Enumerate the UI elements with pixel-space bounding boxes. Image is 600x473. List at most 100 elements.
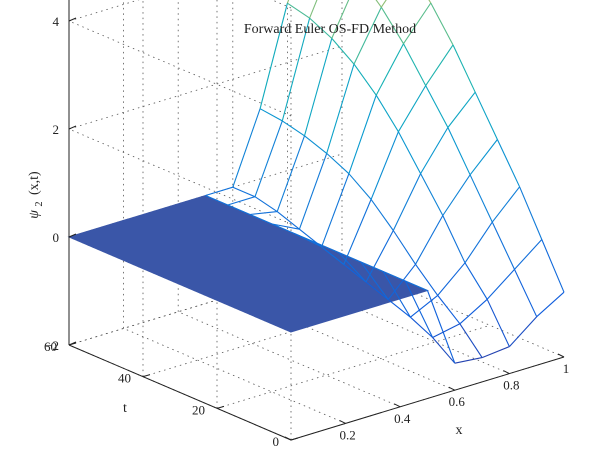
x-tick-label-1: 0.2 xyxy=(339,427,355,442)
surface-line-t-10-2 xyxy=(259,3,288,109)
surface-line-t-3-0 xyxy=(360,261,389,300)
x-axis-label: x xyxy=(456,423,463,438)
surface-line-x-1-2 xyxy=(387,299,411,318)
surface-line-t-1-1 xyxy=(432,323,461,338)
surface-line-t-5-3 xyxy=(397,85,427,132)
surface-line-t-4-3 xyxy=(420,127,449,174)
surface-line-t-9-2 xyxy=(281,17,311,122)
surface-line-x-0-6 xyxy=(271,223,295,235)
surface-line-x-4-6 xyxy=(380,6,404,44)
t-tick-label-0: 0 xyxy=(273,434,280,449)
x-tick-mark-2 xyxy=(393,403,401,408)
surface-line-t-4-1 xyxy=(365,230,394,283)
surface-line-x-1-3 xyxy=(365,281,389,301)
surface-line-t-3-4 xyxy=(469,139,498,176)
t-tick-mark-0 xyxy=(290,437,299,441)
t-tick-mark-1 xyxy=(216,405,225,409)
surface-line-t-8-2 xyxy=(303,38,333,136)
surface-line-t-1-0 xyxy=(404,280,434,338)
surface-line-t-6-1 xyxy=(321,173,350,247)
surface-line-x-4-5 xyxy=(403,43,427,86)
surface-line-x-3-6 xyxy=(353,63,377,96)
surface-line-x-1-7 xyxy=(276,211,300,230)
grid-line-floor-t-1 xyxy=(216,324,491,409)
z-tick-mark-2 xyxy=(68,125,77,130)
surface-line-t-5-4 xyxy=(425,44,454,86)
z-axis-label: ψ 2 (x,t) xyxy=(27,171,46,219)
t-axis-label: t xyxy=(123,401,127,416)
surface-line-x-0-3 xyxy=(338,251,362,263)
z-axis-label-symbol: ψ xyxy=(27,210,42,219)
surface-plateau xyxy=(67,194,429,333)
surface-line-x-4-3 xyxy=(447,127,471,176)
surface-line-x-4-4 xyxy=(425,85,449,128)
surface-line-x-2-2 xyxy=(415,263,439,296)
surface-line-x-2-4 xyxy=(370,199,394,231)
surface-line-x-0-9 xyxy=(205,194,228,206)
x-tick-mark-3 xyxy=(448,386,456,391)
x-tick-label-5: 1 xyxy=(563,361,570,376)
surface-line-x-5-5 xyxy=(430,2,454,46)
surface-line-x-3-9 xyxy=(287,2,310,19)
t-tick-mark-2 xyxy=(142,374,151,378)
t-tick-label-2: 40 xyxy=(118,371,131,386)
x-tick-label-3: 0.6 xyxy=(449,394,466,409)
surface-line-t-9-3 xyxy=(309,0,318,19)
surface-line-t-0-1 xyxy=(454,357,483,364)
surface-line-t-2-4 xyxy=(491,186,521,223)
surface-line-x-3-4 xyxy=(397,131,422,174)
z-tick-mark-1 xyxy=(68,233,77,238)
x-axis-line xyxy=(290,356,565,441)
surface-line-t-4-0 xyxy=(338,252,367,283)
z-tick-mark-0 xyxy=(68,341,77,346)
surface-line-t-1-4 xyxy=(514,239,543,270)
surface-line-t-7-0 xyxy=(271,223,300,230)
surface-line-t-9-0 xyxy=(227,196,256,206)
z-tick-label-2: 2 xyxy=(53,122,60,137)
z-axis-label-subscript: 2 xyxy=(34,202,45,207)
surface-line-t-4-4 xyxy=(447,91,476,128)
surface-line-t-0-4 xyxy=(536,291,565,318)
surface-line-t-5-2 xyxy=(370,131,399,200)
surface-line-t-2-3 xyxy=(464,221,493,264)
surface-line-x-5-4 xyxy=(452,44,476,93)
t-tick-label-3: 60 xyxy=(44,339,57,354)
surface-line-x-4-1 xyxy=(491,221,515,270)
surface-line-x-1-4 xyxy=(343,263,367,283)
surface-line-t-10-3 xyxy=(286,0,290,4)
surface-line-x-1-9 xyxy=(232,186,256,198)
chart-title: Forward Euler OS-FD Method xyxy=(244,22,416,37)
surface-line-t-7-4 xyxy=(380,0,387,8)
surface-line-x-4-7 xyxy=(375,0,382,8)
surface-line-x-2-0 xyxy=(459,323,483,358)
z-axis-label-args: (x,t) xyxy=(27,171,42,195)
z-tick-label-0: −2 xyxy=(45,338,59,353)
surface-line-x-2-3 xyxy=(392,230,416,265)
surface-line-t-3-2 xyxy=(415,215,444,265)
x-tick-mark-0 xyxy=(284,436,292,441)
y-axis-line xyxy=(68,344,292,441)
surface-line-x-3-8 xyxy=(309,17,333,39)
surface-line-x-1-0 xyxy=(432,337,456,364)
surface-line-x-0-7 xyxy=(249,213,273,225)
surface-line-x-3-3 xyxy=(420,173,444,216)
surface-line-t-7-3 xyxy=(353,6,382,65)
surface-line-x-3-7 xyxy=(331,38,355,65)
surface-line-t-10-0 xyxy=(205,186,233,197)
surface-line-x-2-1 xyxy=(437,295,461,325)
surface-line-t-6-3 xyxy=(375,43,404,96)
surface-line-x-5-1 xyxy=(519,186,543,240)
surface-line-x-5-3 xyxy=(474,91,498,140)
surface-line-t-6-4 xyxy=(403,2,432,45)
z-tick-label-3: 4 xyxy=(53,14,60,29)
surface-line-t-10-1 xyxy=(232,108,261,188)
surface-line-x-0-0 xyxy=(405,280,428,292)
x-tick-mark-5 xyxy=(557,353,565,358)
surface-line-t-6-2 xyxy=(348,95,377,174)
surface-line-t-1-2 xyxy=(459,298,488,325)
surface-line-x-3-1 xyxy=(464,262,488,300)
surface-line-x-5-2 xyxy=(496,139,521,188)
surface-line-t-2-0 xyxy=(382,271,411,318)
